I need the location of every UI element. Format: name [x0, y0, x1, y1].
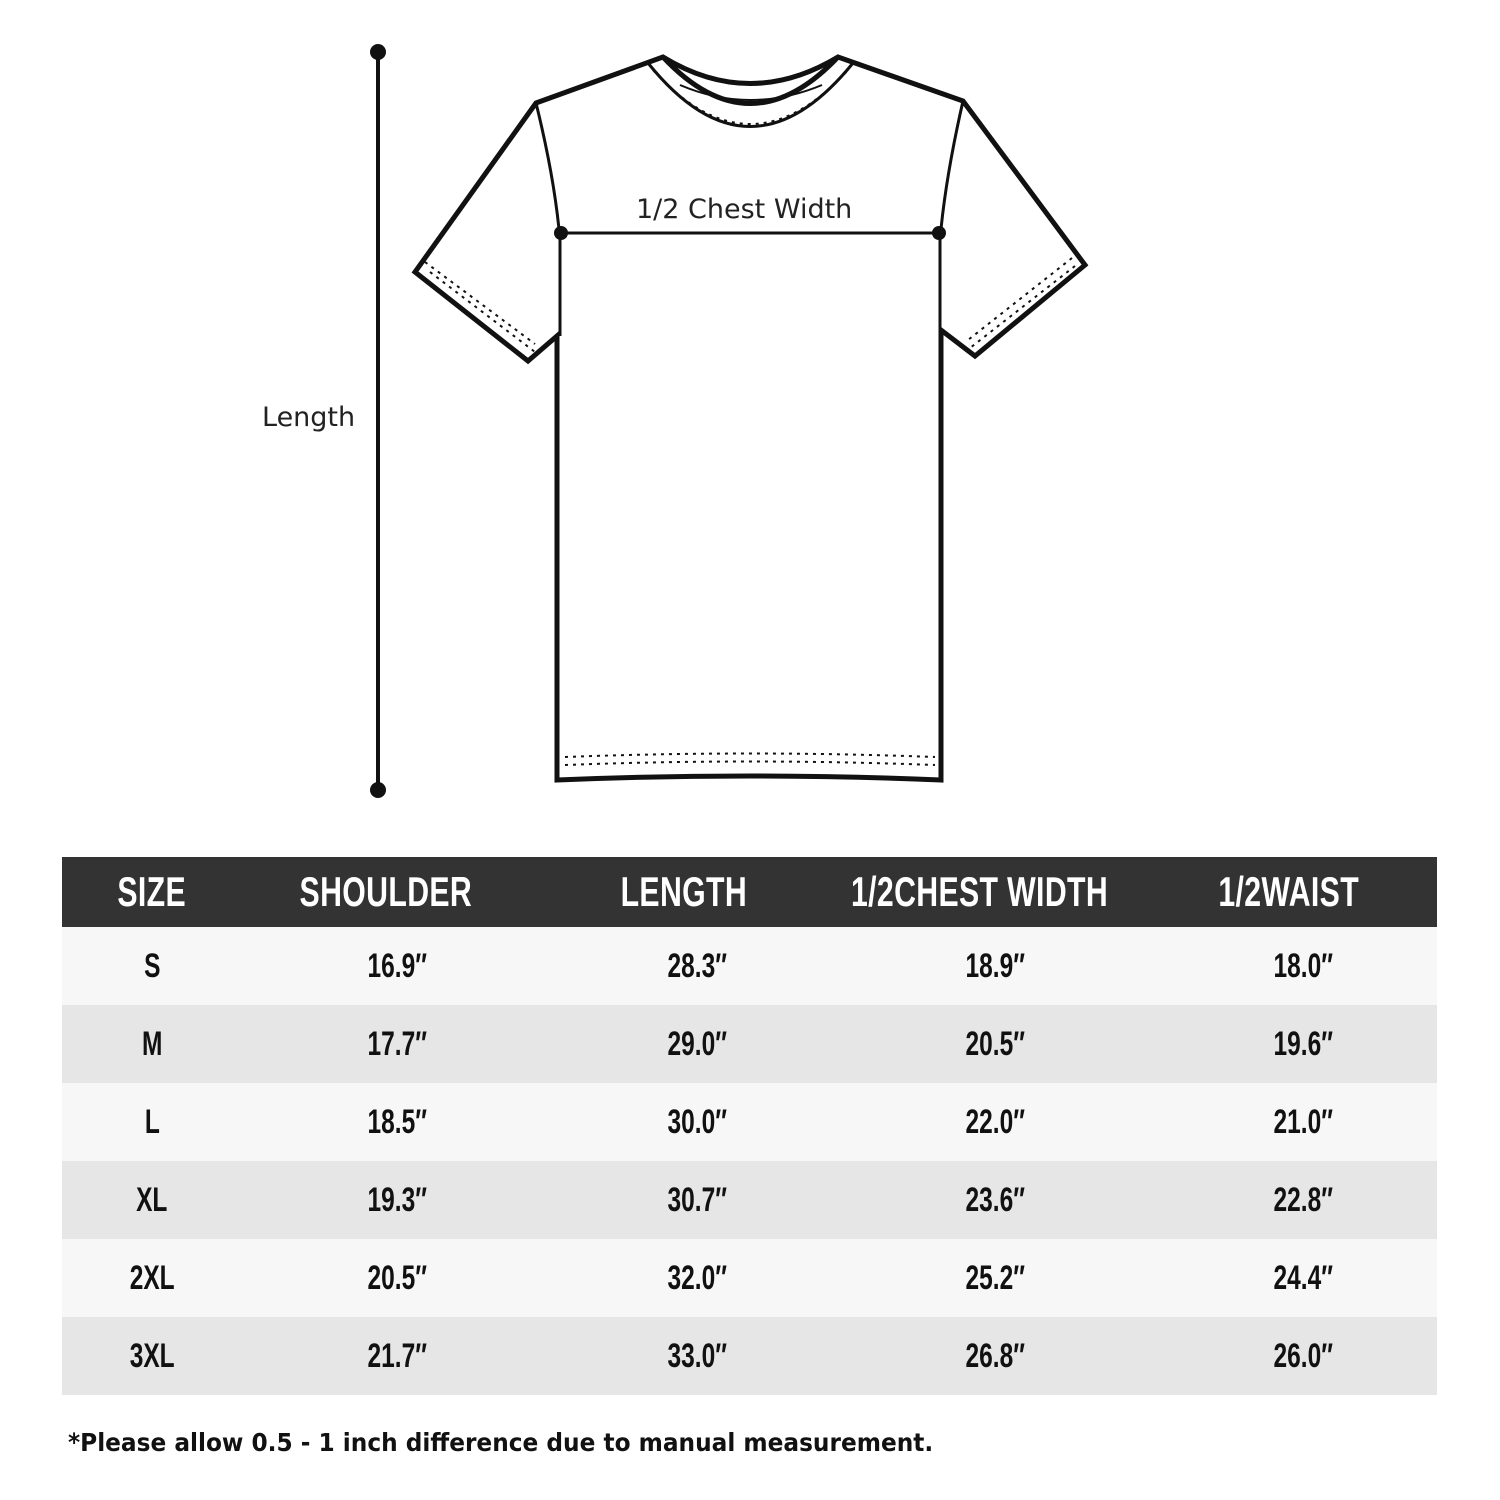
- cell-value: 28.3″: [667, 946, 727, 985]
- table-cell: M: [2, 1005, 302, 1083]
- table-cell: 30.7″: [547, 1161, 847, 1239]
- table-cell: 18.9″: [845, 927, 1145, 1005]
- chest-left-dot: [554, 226, 568, 240]
- cell-value: 3XL: [129, 1336, 175, 1375]
- cell-value: 19.3″: [367, 1180, 427, 1219]
- table-cell: 23.6″: [845, 1161, 1145, 1239]
- cell-value: 29.0″: [667, 1024, 727, 1063]
- table-cell: 20.5″: [247, 1239, 547, 1317]
- table-cell: 19.3″: [247, 1161, 547, 1239]
- cell-value: 30.0″: [667, 1102, 727, 1141]
- column-header: 1/2CHEST WIDTH: [830, 857, 1130, 927]
- cell-value: M: [141, 1024, 163, 1063]
- table-cell: S: [2, 927, 302, 1005]
- table-cell: 30.0″: [547, 1083, 847, 1161]
- cell-value: 21.0″: [1273, 1102, 1333, 1141]
- table-cell: 32.0″: [547, 1239, 847, 1317]
- table-cell: 18.5″: [247, 1083, 547, 1161]
- cell-value: 2XL: [129, 1258, 175, 1297]
- table-row: 3XL 21.7″ 33.0″ 26.8″ 26.0″: [62, 1317, 1437, 1395]
- table-header: SIZE SHOULDER LENGTH 1/2CHEST WIDTH 1/2WAIST: [62, 857, 1437, 927]
- cell-value: 20.5″: [367, 1258, 427, 1297]
- chest-width-label: 1/2 Chest Width: [636, 194, 853, 225]
- table-cell: 17.7″: [247, 1005, 547, 1083]
- table-cell: 22.0″: [845, 1083, 1145, 1161]
- tshirt-diagram: Length 1/2 Chest Width: [262, 44, 1089, 798]
- chest-right-dot: [932, 226, 946, 240]
- table-cell: 20.5″: [845, 1005, 1145, 1083]
- cell-value: XL: [136, 1180, 168, 1219]
- cell-value: 26.8″: [965, 1336, 1025, 1375]
- table-cell: 2XL: [2, 1239, 302, 1317]
- cell-value: 18.0″: [1273, 946, 1333, 985]
- cell-value: 22.0″: [965, 1102, 1025, 1141]
- cell-value: 24.4″: [1273, 1258, 1333, 1297]
- table-cell: 26.8″: [845, 1317, 1145, 1395]
- column-header-label: SHOULDER: [299, 868, 473, 915]
- size-chart-table: SIZE SHOULDER LENGTH 1/2CHEST WIDTH 1/2WAIST…: [62, 857, 1437, 1395]
- table-cell: L: [2, 1083, 302, 1161]
- column-header: SHOULDER: [236, 857, 536, 927]
- table-cell: 19.6″: [1153, 1005, 1453, 1083]
- table-cell: 3XL: [2, 1317, 302, 1395]
- cell-value: 17.7″: [367, 1024, 427, 1063]
- cell-value: 25.2″: [965, 1258, 1025, 1297]
- column-header: SIZE: [2, 857, 302, 927]
- cell-value: L: [144, 1102, 160, 1141]
- table-cell: 26.0″: [1153, 1317, 1453, 1395]
- column-header: 1/2WAIST: [1139, 857, 1439, 927]
- table-cell: 21.7″: [247, 1317, 547, 1395]
- table-cell: 21.0″: [1153, 1083, 1453, 1161]
- cell-value: 22.8″: [1273, 1180, 1333, 1219]
- length-top-dot: [370, 44, 386, 60]
- table-cell: 25.2″: [845, 1239, 1145, 1317]
- cell-value: 32.0″: [667, 1258, 727, 1297]
- table-cell: 16.9″: [247, 927, 547, 1005]
- column-header-label: 1/2WAIST: [1218, 868, 1360, 915]
- table-row: L 18.5″ 30.0″ 22.0″ 21.0″: [62, 1083, 1437, 1161]
- cell-value: 33.0″: [667, 1336, 727, 1375]
- table-row: XL 19.3″ 30.7″ 23.6″ 22.8″: [62, 1161, 1437, 1239]
- cell-value: 18.9″: [965, 946, 1025, 985]
- length-label: Length: [262, 402, 356, 433]
- column-header: LENGTH: [534, 857, 834, 927]
- table-cell: 29.0″: [547, 1005, 847, 1083]
- table-cell: XL: [2, 1161, 302, 1239]
- cell-value: 20.5″: [965, 1024, 1025, 1063]
- table-cell: 22.8″: [1153, 1161, 1453, 1239]
- table-cell: 24.4″: [1153, 1239, 1453, 1317]
- tshirt-outline: [370, 44, 1089, 798]
- cell-value: 26.0″: [1273, 1336, 1333, 1375]
- table-cell: 18.0″: [1153, 927, 1453, 1005]
- cell-value: S: [143, 946, 161, 985]
- column-header-label: LENGTH: [620, 868, 748, 915]
- measurement-note: *Please allow 0.5 - 1 inch difference du…: [68, 1428, 934, 1457]
- table-cell: 33.0″: [547, 1317, 847, 1395]
- table-row: S 16.9″ 28.3″ 18.9″ 18.0″: [62, 927, 1437, 1005]
- cell-value: 23.6″: [965, 1180, 1025, 1219]
- column-header-label: SIZE: [117, 868, 187, 915]
- tshirt-body: [411, 54, 1089, 783]
- cell-value: 19.6″: [1273, 1024, 1333, 1063]
- table-row: M 17.7″ 29.0″ 20.5″ 19.6″: [62, 1005, 1437, 1083]
- length-bottom-dot: [370, 782, 386, 798]
- cell-value: 16.9″: [367, 946, 427, 985]
- table-row: 2XL 20.5″ 32.0″ 25.2″ 24.4″: [62, 1239, 1437, 1317]
- cell-value: 21.7″: [367, 1336, 427, 1375]
- cell-value: 18.5″: [367, 1102, 427, 1141]
- table-cell: 28.3″: [547, 927, 847, 1005]
- cell-value: 30.7″: [667, 1180, 727, 1219]
- column-header-label: 1/2CHEST WIDTH: [851, 868, 1109, 915]
